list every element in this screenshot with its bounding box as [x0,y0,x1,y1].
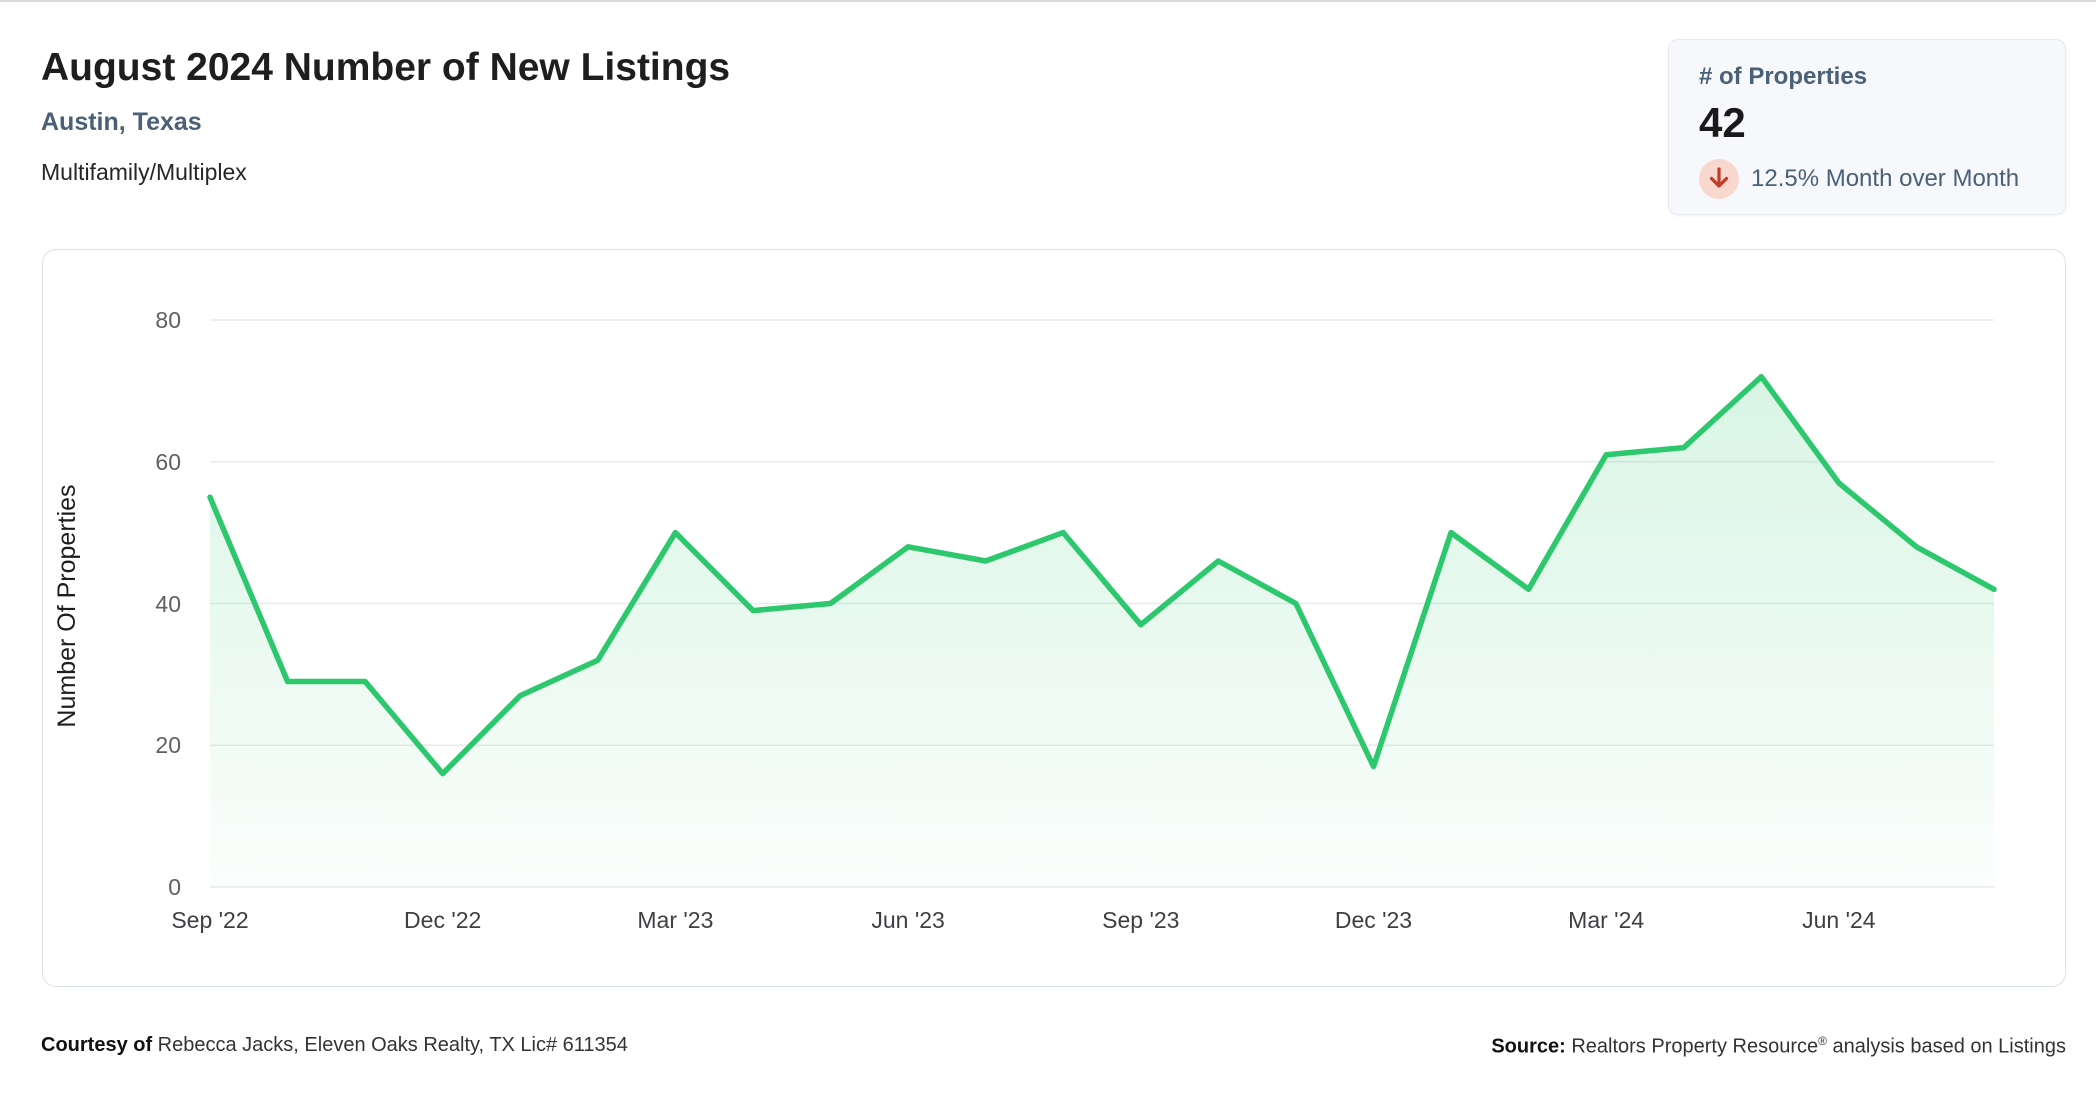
courtesy-text: Courtesy of Rebecca Jacks, Eleven Oaks R… [41,1034,628,1057]
page-title: August 2024 Number of New Listings [41,46,731,89]
stat-card: # of Properties 42 12.5% Month over Mont… [1668,39,2066,215]
stat-card-change-text: 12.5% Month over Month [1751,165,2020,192]
series-line[interactable] [207,373,1997,777]
x-tick-label: Jun '23 [871,907,945,933]
y-tick-label: 80 [155,307,181,333]
y-tick-label: 0 [168,874,181,900]
x-tick-label: Mar '24 [1568,907,1645,933]
x-tick-label: Sep '22 [171,907,249,933]
x-tick-label: Sep '23 [1102,907,1180,933]
x-tick-label: Mar '23 [637,907,714,933]
line-chart[interactable] [43,250,2067,988]
source-value-pre: Realtors Property Resource [1565,1035,1819,1058]
y-tick-label: 20 [155,732,181,759]
y-tick-label: 60 [155,448,181,475]
x-tick-label: Dec '23 [1334,907,1413,933]
source-value-post: analysis based on Listings [1826,1035,2067,1058]
x-tick-label: Jun '24 [1802,907,1876,933]
x-tick-label: Dec '22 [404,907,482,933]
courtesy-label: Courtesy of [41,1034,153,1056]
stat-card-change-row: 12.5% Month over Month [1699,159,2035,199]
registered-mark: ® [1818,1034,1827,1048]
series-area-fill [210,376,1994,887]
property-type-subtitle: Multifamily/Multiplex [41,159,247,185]
stat-card-value: 42 [1699,99,1746,146]
arrow-down-icon [1699,159,1739,199]
location-subtitle: Austin, Texas [41,108,202,136]
stat-card-label: # of Properties [1699,63,1868,90]
chart-container: Number Of Properties 0 20 40 60 80 Sep '22 De… [42,249,2066,987]
courtesy-value: Rebecca Jacks, Eleven Oaks Realty, TX Li… [152,1034,628,1056]
y-tick-label: 40 [155,590,181,617]
source-text: Source: Realtors Property Resource® anal… [1491,1034,2066,1059]
source-label: Source: [1491,1035,1566,1058]
